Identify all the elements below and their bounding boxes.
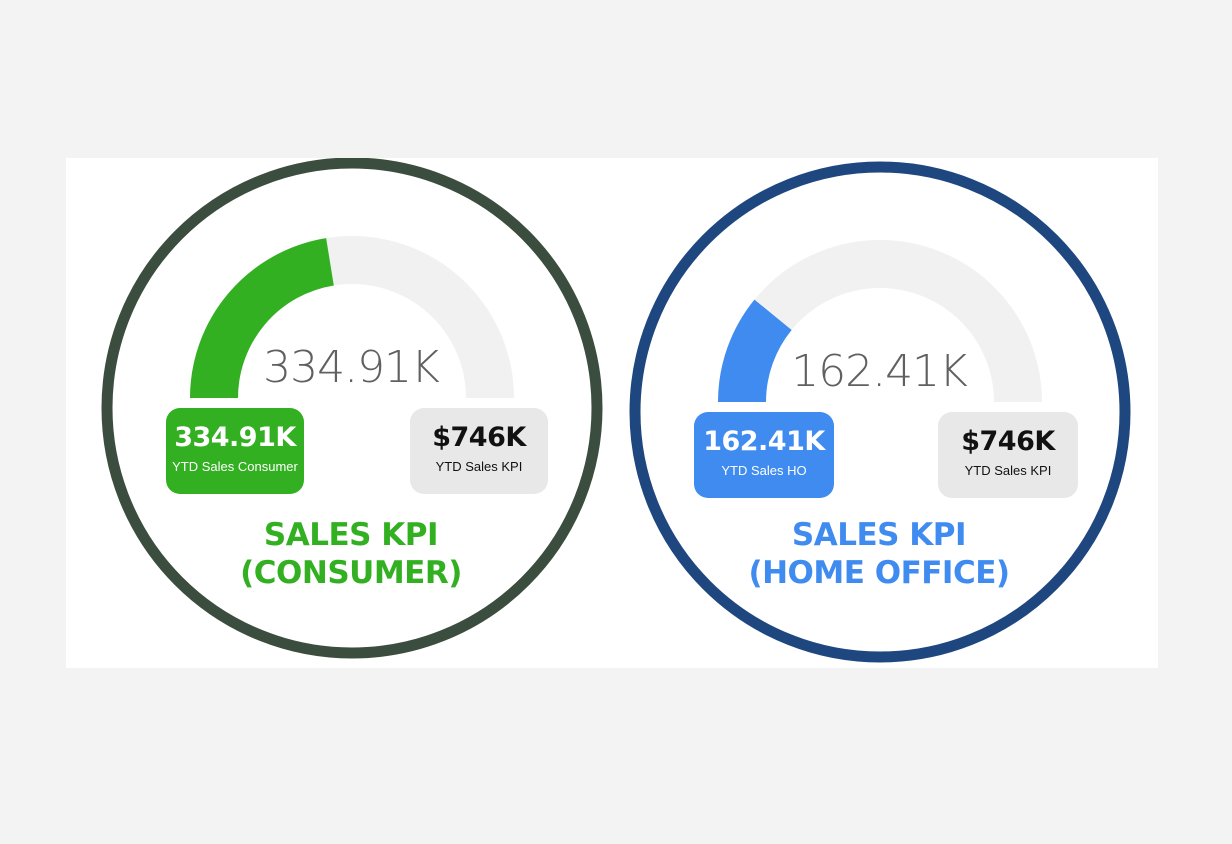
consumer-actual-tile: 334.91K YTD Sales Consumer [166,408,304,494]
home-office-title-line1: SALES KPI [791,517,967,553]
consumer-kpi-card: 334.91K 334.91K YTD Sales Consumer $746K… [96,158,606,668]
home-office-gauge [629,161,1131,663]
home-office-actual-label: YTD Sales HO [721,463,807,478]
consumer-title-line1: SALES KPI [263,517,439,553]
home-office-kpi-value: $746K [961,426,1055,457]
consumer-kpi-value: $746K [432,422,526,453]
home-office-actual-tile: 162.41K YTD Sales HO [694,412,834,498]
consumer-gauge-fill [190,238,335,399]
home-office-kpi-label: YTD Sales KPI [964,463,1052,478]
home-office-title: SALES KPI (HOME OFFICE) [624,516,1134,592]
home-office-gauge-value: 162.41K [791,346,968,397]
consumer-title-line2: (CONSUMER) [240,555,462,591]
home-office-outer-ring [629,161,1131,663]
dashboard-panel: 334.91K 334.91K YTD Sales Consumer $746K… [66,158,1158,668]
home-office-actual-value: 162.41K [703,426,825,457]
home-office-title-line2: (HOME OFFICE) [748,555,1010,591]
consumer-gauge-value: 334.91K [263,342,440,393]
consumer-title: SALES KPI (CONSUMER) [96,516,606,592]
consumer-gauge [101,158,603,659]
consumer-kpi-label: YTD Sales KPI [435,459,523,474]
consumer-kpi-tile: $746K YTD Sales KPI [410,408,548,494]
consumer-actual-value: 334.91K [174,422,296,453]
consumer-actual-label: YTD Sales Consumer [172,459,298,474]
home-office-kpi-tile: $746K YTD Sales KPI [938,412,1078,498]
home-office-gauge-fill [718,299,793,403]
home-office-kpi-card: 162.41K 162.41K YTD Sales HO $746K YTD S… [624,158,1134,668]
consumer-outer-ring [101,158,603,659]
